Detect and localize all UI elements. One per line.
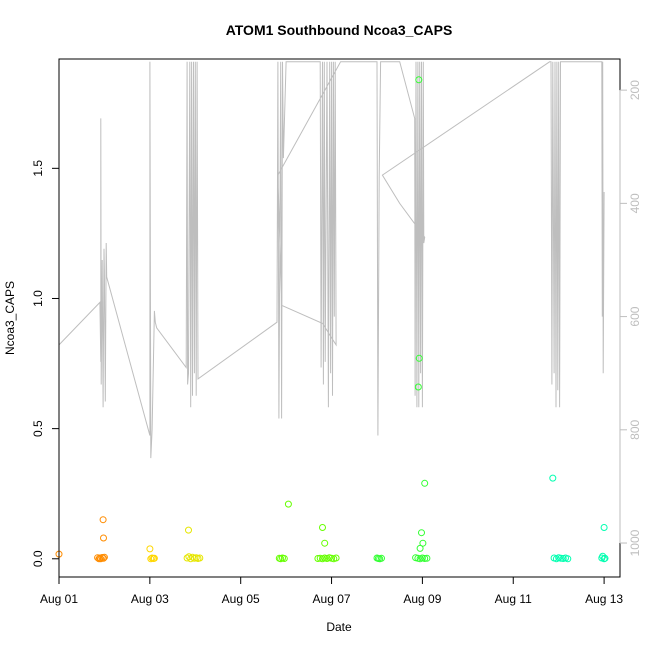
plot-frame bbox=[58, 58, 621, 578]
x-tick-label: Aug 01 bbox=[40, 592, 78, 606]
y-axis: 0.0 0.5 1.0 1.5 bbox=[31, 160, 60, 567]
secondary-tick-label: 400 bbox=[628, 193, 642, 213]
y-tick-label: 1.0 bbox=[31, 290, 45, 307]
data-point bbox=[415, 354, 423, 362]
data-point bbox=[423, 554, 431, 562]
data-point bbox=[412, 554, 420, 562]
x-tick-label: Aug 03 bbox=[131, 592, 169, 606]
data-point bbox=[414, 383, 422, 391]
x-tick-label: Aug 09 bbox=[403, 592, 441, 606]
data-point bbox=[600, 524, 608, 531]
secondary-line bbox=[59, 61, 605, 459]
secondary-y-axis: 200 400 600 800 1000 bbox=[619, 80, 642, 556]
secondary-tick-label: 200 bbox=[628, 80, 642, 100]
secondary-tick-label: 600 bbox=[628, 306, 642, 326]
data-point bbox=[100, 553, 108, 561]
secondary-line-path bbox=[59, 61, 605, 459]
data-point bbox=[183, 554, 191, 562]
data-point bbox=[557, 554, 565, 562]
data-point bbox=[150, 554, 158, 562]
data-point bbox=[421, 479, 429, 487]
data-point bbox=[97, 555, 105, 563]
chart-title: ATOM1 Southbound Ncoa3_CAPS bbox=[226, 22, 453, 38]
data-point bbox=[418, 529, 425, 537]
data-point bbox=[421, 555, 429, 562]
data-point bbox=[284, 500, 292, 508]
data-point bbox=[319, 524, 326, 531]
data-point bbox=[549, 474, 557, 482]
x-tick-label: Aug 07 bbox=[313, 592, 351, 606]
data-point bbox=[99, 516, 107, 524]
data-point bbox=[416, 544, 424, 552]
y-tick-label: 1.5 bbox=[31, 160, 45, 177]
scatter-points bbox=[55, 76, 609, 563]
data-point bbox=[415, 76, 423, 84]
data-point bbox=[147, 555, 155, 563]
data-point bbox=[280, 555, 288, 562]
y-axis-label: Ncoa3_CAPS bbox=[3, 281, 17, 355]
y-tick-label: 0.0 bbox=[31, 550, 45, 567]
data-point bbox=[314, 555, 322, 562]
data-point bbox=[564, 555, 572, 563]
data-point bbox=[332, 554, 340, 562]
data-point bbox=[100, 554, 107, 562]
data-point bbox=[196, 554, 204, 562]
x-tick-label: Aug 05 bbox=[222, 592, 260, 606]
data-point bbox=[419, 539, 427, 547]
data-point bbox=[185, 526, 192, 534]
secondary-tick-label: 800 bbox=[628, 419, 642, 439]
x-axis-label: Date bbox=[326, 620, 352, 634]
data-point bbox=[378, 554, 385, 562]
data-point bbox=[321, 539, 329, 547]
secondary-tick-label: 1000 bbox=[628, 529, 642, 556]
data-point bbox=[100, 534, 107, 542]
x-tick-label: Aug 13 bbox=[585, 592, 623, 606]
x-axis: Aug 01 Aug 03 Aug 05 Aug 07 Aug 09 Aug 11 Aug … bbox=[40, 576, 623, 606]
data-point bbox=[146, 545, 154, 553]
data-point bbox=[601, 554, 609, 562]
x-tick-label: Aug 11 bbox=[495, 592, 532, 606]
y-tick-label: 0.5 bbox=[31, 420, 45, 437]
